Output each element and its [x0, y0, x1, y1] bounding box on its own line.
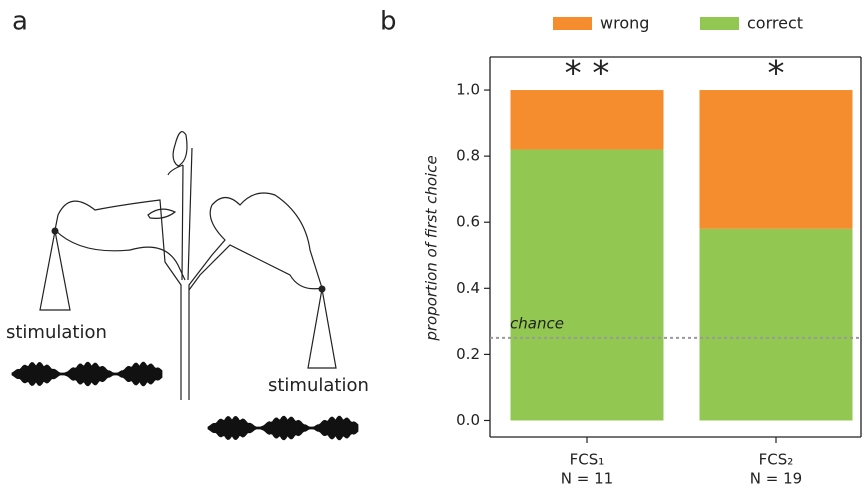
- bar-segment: [699, 228, 853, 421]
- y-tick-label: 0.8: [456, 147, 480, 165]
- x-tick-label: FCS₂: [759, 451, 794, 469]
- plant-drawing: [11, 131, 359, 441]
- x-tick-note: N = 19: [750, 470, 802, 488]
- panel-label: a: [12, 7, 28, 37]
- x-tick-note: N = 11: [561, 470, 613, 488]
- significance-annotation: *: [768, 54, 785, 94]
- x-tick-label: FCS₁: [570, 451, 605, 469]
- legend-swatch: [700, 17, 739, 30]
- significance-annotation: * *: [565, 54, 610, 94]
- y-tick-label: 1.0: [456, 81, 480, 99]
- chance-label: chance: [510, 314, 564, 332]
- legend-swatch: [553, 17, 592, 30]
- bar-segment: [510, 90, 664, 150]
- stimulation-label: stimulation: [6, 322, 107, 343]
- y-axis-label: proportion of first choice: [423, 155, 441, 341]
- y-tick-label: 0.2: [456, 345, 480, 363]
- bar-segment: [699, 90, 853, 229]
- bar-segment: [510, 149, 664, 421]
- y-tick-label: 0.4: [456, 279, 480, 297]
- y-tick-label: 0.0: [456, 411, 480, 429]
- stimulation-label: stimulation: [268, 375, 369, 396]
- legend-label: correct: [747, 14, 803, 33]
- legend-label: wrong: [600, 14, 649, 33]
- panel-label: b: [380, 7, 397, 37]
- y-tick-label: 0.6: [456, 213, 480, 231]
